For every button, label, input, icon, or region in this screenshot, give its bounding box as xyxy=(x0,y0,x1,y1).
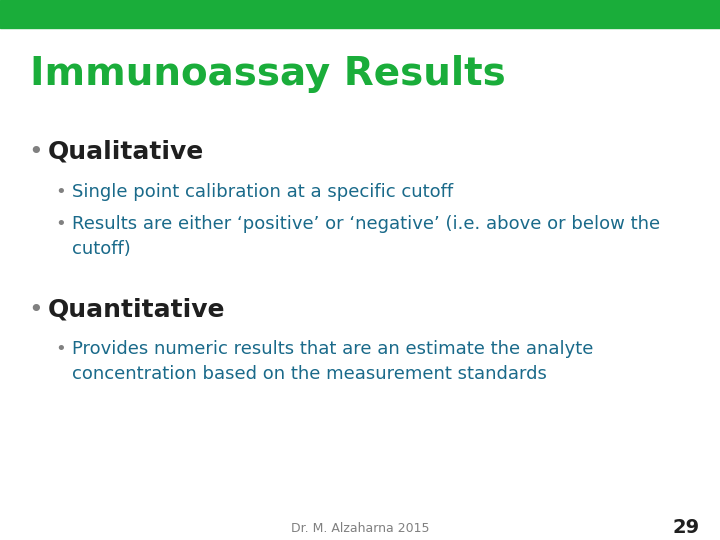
Text: •: • xyxy=(28,140,42,164)
Text: Qualitative: Qualitative xyxy=(48,140,204,164)
Text: Provides numeric results that are an estimate the analyte
concentration based on: Provides numeric results that are an est… xyxy=(72,340,593,383)
Text: Single point calibration at a specific cutoff: Single point calibration at a specific c… xyxy=(72,183,453,201)
Bar xyxy=(0,0,720,28)
Text: •: • xyxy=(55,183,66,201)
Text: Immunoassay Results: Immunoassay Results xyxy=(30,55,505,93)
Text: •: • xyxy=(28,298,42,322)
Text: Results are either ‘positive’ or ‘negative’ (i.e. above or below the
cutoff): Results are either ‘positive’ or ‘negati… xyxy=(72,215,660,258)
Text: 29: 29 xyxy=(673,518,700,537)
Text: •: • xyxy=(55,215,66,233)
Text: Dr. M. Alzaharna 2015: Dr. M. Alzaharna 2015 xyxy=(291,522,429,535)
Text: Quantitative: Quantitative xyxy=(48,298,225,322)
Text: •: • xyxy=(55,340,66,358)
